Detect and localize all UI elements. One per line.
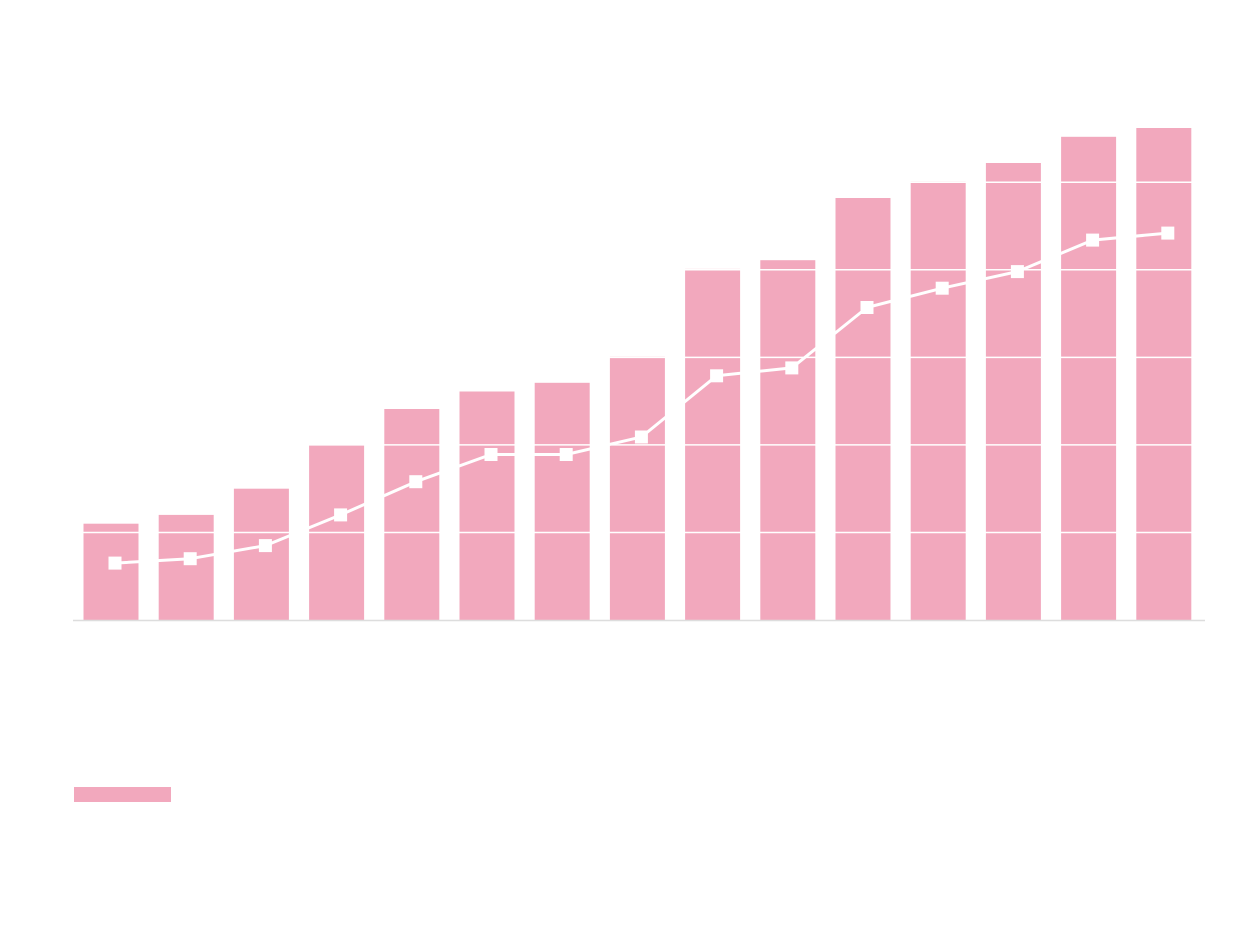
bar-12	[910, 181, 966, 620]
legend-swatch-bars	[74, 787, 171, 802]
bar-11	[835, 198, 891, 620]
bar-8	[609, 356, 665, 620]
line-point-12	[935, 281, 949, 295]
bar-3	[233, 488, 289, 620]
line-point-14	[1086, 233, 1100, 247]
line-point-10	[785, 361, 799, 375]
line-point-7	[559, 448, 573, 461]
bar-10	[760, 260, 816, 620]
line-point-15	[1161, 226, 1175, 240]
line-point-6	[484, 448, 498, 461]
bar-1	[83, 523, 139, 620]
bar-15	[1136, 128, 1192, 620]
bar-6	[459, 391, 515, 620]
legend	[74, 787, 179, 802]
line-point-5	[409, 475, 423, 489]
line-point-1	[108, 556, 122, 570]
bar-2	[158, 514, 214, 620]
bar-14	[1061, 136, 1117, 621]
bar-13	[985, 163, 1041, 620]
line-point-11	[860, 301, 874, 314]
bar-series	[83, 128, 1192, 621]
line-point-2	[183, 552, 197, 566]
line-point-13	[1010, 265, 1024, 279]
line-point-9	[710, 369, 724, 383]
bar-5	[384, 409, 440, 620]
line-point-4	[334, 508, 348, 522]
line-point-3	[258, 539, 272, 553]
bar-7	[534, 382, 590, 620]
line-point-8	[634, 430, 648, 444]
line-markers	[108, 226, 1175, 570]
